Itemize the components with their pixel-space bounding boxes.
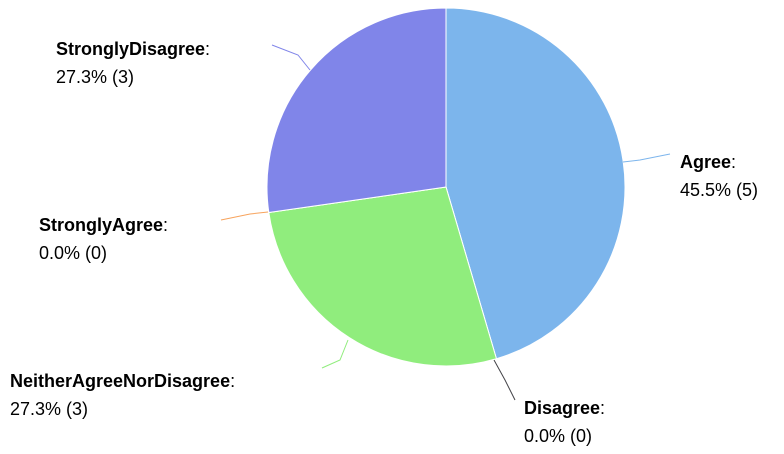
pie-slice-strongly-disagree[interactable]	[266, 7, 447, 214]
data-label-strongly-agree: StronglyAgree: 0.0% (0)	[39, 215, 168, 263]
data-label-value: 45.5% (5)	[680, 180, 758, 200]
data-label-strongly-disagree: StronglyDisagree: 27.3% (3)	[56, 39, 210, 87]
data-label-name: Agree	[680, 152, 731, 172]
pie-label-connectors	[220, 44, 671, 401]
data-label-agree: Agree: 45.5% (5)	[680, 152, 758, 200]
connector-disagree	[493, 359, 516, 401]
pie-data-labels: Agree: 45.5% (5) Disagree: 0.0% (0) NeitherA…	[10, 39, 758, 446]
data-label-name: Disagree	[524, 398, 600, 418]
pie-slices	[266, 7, 626, 367]
pie-slice-neither-agree-nor-disagree[interactable]	[268, 186, 498, 367]
data-label-value: 27.3% (3)	[10, 399, 88, 419]
data-label-value: 0.0% (0)	[524, 426, 592, 446]
data-label-value: 27.3% (3)	[56, 67, 134, 87]
data-label-name: NeitherAgreeNorDisagree	[10, 371, 230, 391]
data-label-name: StronglyAgree	[39, 215, 163, 235]
data-label-neither-agree-nor-disagree: NeitherAgreeNorDisagree: 27.3% (3)	[10, 371, 235, 419]
connector-neither-agree-nor-disagree	[321, 339, 349, 369]
connector-strongly-disagree	[271, 44, 311, 71]
connector-strongly-agree	[220, 211, 269, 221]
connector-agree	[622, 153, 671, 163]
data-label-name: StronglyDisagree	[56, 39, 205, 59]
data-label-value: 0.0% (0)	[39, 243, 107, 263]
data-label-disagree: Disagree: 0.0% (0)	[524, 398, 605, 446]
